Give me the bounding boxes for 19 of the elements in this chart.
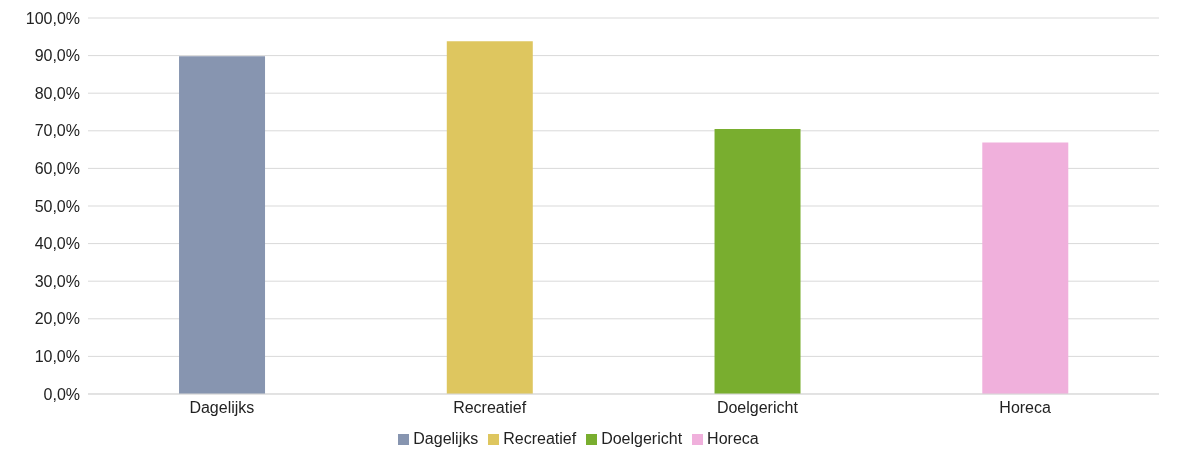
y-tick-label: 50,0% (34, 197, 80, 215)
y-tick-label: 30,0% (34, 272, 80, 290)
y-tick-label: 60,0% (34, 160, 80, 178)
legend-label: Recreatief (503, 430, 577, 447)
x-tick-label: Recreatief (453, 399, 527, 417)
y-tick-label: 100,0% (25, 9, 80, 27)
y-tick-label: 90,0% (34, 47, 80, 65)
x-tick-label: Horeca (999, 399, 1052, 417)
legend-label: Doelgericht (601, 430, 683, 447)
legend-label: Horeca (707, 430, 759, 447)
y-tick-label: 80,0% (34, 84, 80, 102)
x-tick-label: Dagelijks (189, 399, 255, 417)
x-tick-label: Doelgericht (716, 399, 799, 417)
legend-label: Dagelijks (413, 430, 479, 447)
y-tick-label: 0,0% (43, 385, 80, 403)
y-tick-label: 20,0% (34, 310, 80, 328)
y-tick-label: 10,0% (34, 348, 80, 366)
y-tick-label: 70,0% (34, 122, 80, 140)
y-tick-label: 40,0% (34, 235, 80, 253)
